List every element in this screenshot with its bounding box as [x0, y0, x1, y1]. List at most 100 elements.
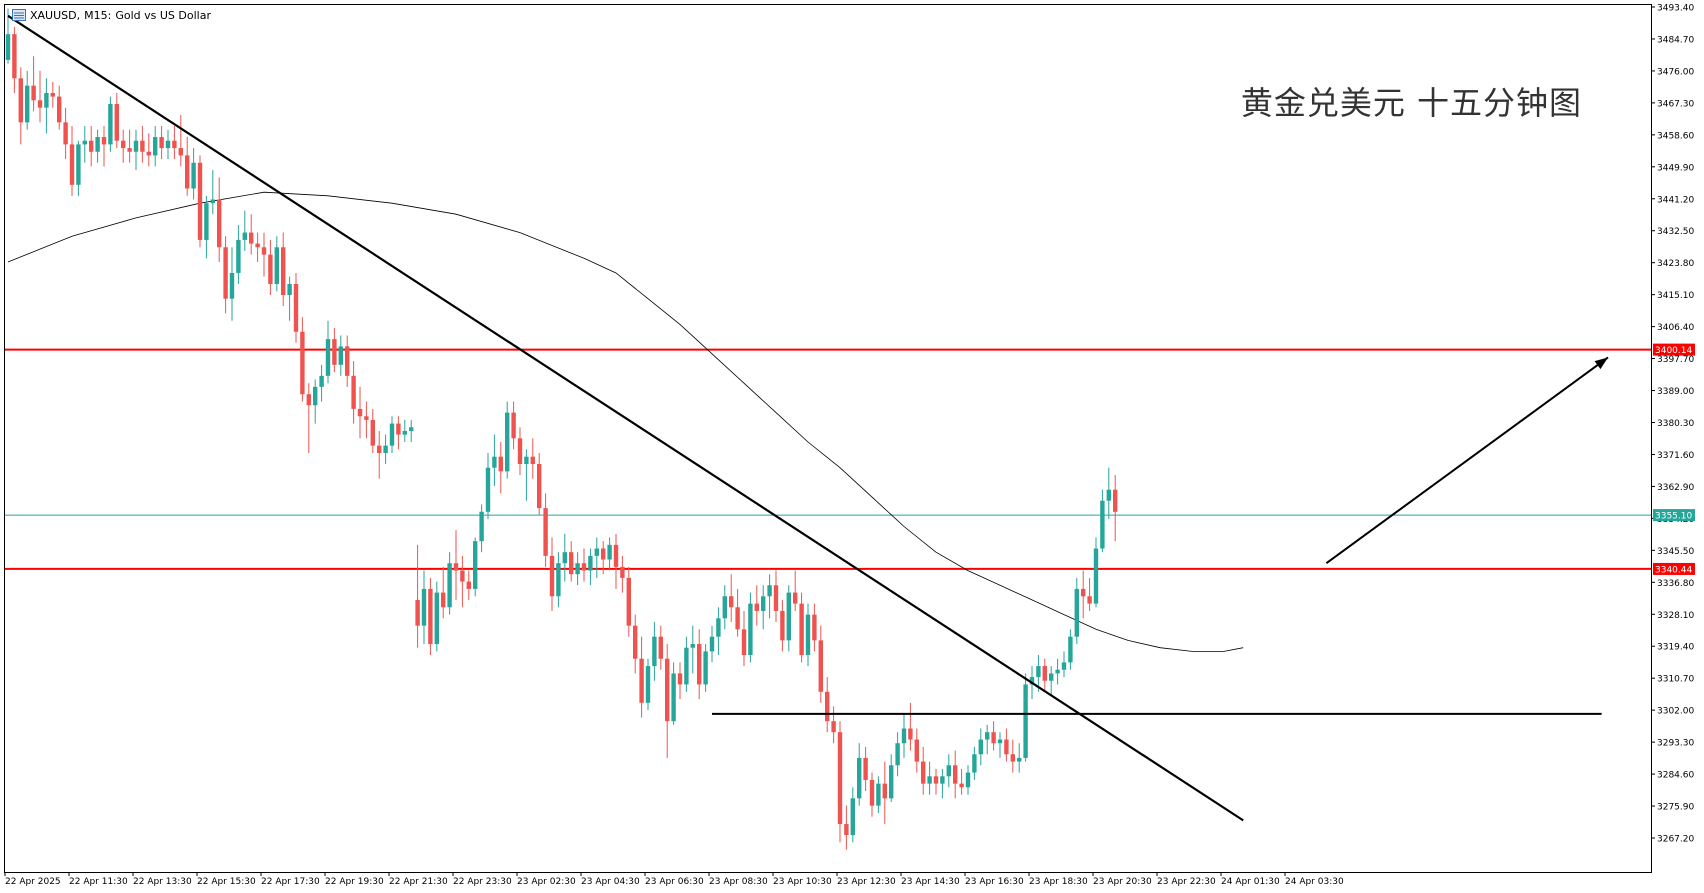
candle-body [1055, 669, 1060, 674]
candle-body [325, 339, 331, 376]
candle-body [530, 456, 535, 465]
candle [761, 585, 766, 630]
candle-body [876, 783, 881, 806]
y-tick-label: 3449.90 [1657, 163, 1694, 173]
candle [447, 552, 452, 615]
candle-body [543, 508, 548, 556]
candle [479, 504, 484, 553]
candle-body [556, 563, 561, 597]
y-tick-label: 3293.30 [1657, 739, 1694, 749]
candle-body [882, 783, 887, 799]
candle-body [946, 765, 951, 777]
candle [261, 232, 267, 277]
candle-body [863, 757, 868, 780]
x-tick-label: 23 Apr 12:30 [837, 877, 896, 887]
candle [441, 566, 446, 619]
chart-window-icon[interactable] [12, 9, 26, 21]
x-tick-label: 23 Apr 06:30 [645, 877, 704, 887]
time-axis: 22 Apr 2025 22 Apr 11:30 22 Apr 13:30 22 Ap… [4, 872, 1344, 887]
x-tick-label: 23 Apr 14:30 [901, 877, 960, 887]
x-tick-label: 23 Apr 10:30 [773, 877, 832, 887]
candle-body [780, 610, 785, 641]
candle-body [1017, 757, 1022, 762]
x-tick-label: 24 Apr 03:30 [1285, 877, 1344, 887]
candle [658, 625, 663, 670]
candle [460, 555, 465, 608]
x-tick-label: 22 Apr 2025 [5, 877, 61, 887]
price-label-text: 3400.14 [1655, 346, 1692, 356]
candle-body [524, 456, 529, 465]
candle [1081, 570, 1086, 619]
candle [581, 548, 587, 582]
price-label-box [1653, 562, 1695, 575]
candle [1042, 658, 1047, 692]
candle-body [511, 412, 516, 439]
candle [121, 129, 126, 163]
candle-body [505, 412, 510, 472]
candle-body [364, 416, 369, 420]
candle-body [492, 456, 497, 468]
candle-body [857, 757, 862, 799]
candle [780, 599, 785, 652]
candle [249, 214, 254, 255]
candle-body [18, 78, 23, 123]
candle [63, 107, 68, 160]
candle [325, 320, 331, 384]
candle [556, 552, 561, 608]
candle-body [370, 419, 375, 446]
candle-body [281, 247, 286, 296]
candle [415, 544, 420, 648]
candle-body [447, 563, 452, 608]
x-tick-label: 23 Apr 04:30 [581, 877, 640, 887]
candle [569, 541, 574, 582]
plot-frame [4, 4, 1652, 873]
candle [703, 644, 708, 692]
candle-body [383, 445, 388, 453]
x-tick-label: 23 Apr 16:30 [965, 877, 1024, 887]
candle [5, 8, 11, 64]
candle [44, 78, 49, 134]
candle [95, 129, 100, 163]
candle-body [89, 140, 94, 152]
candle [127, 129, 132, 163]
candle-body [415, 599, 420, 626]
candle-body [191, 162, 196, 189]
candle [351, 361, 356, 424]
projection-arrow-head [1594, 357, 1608, 370]
candle [146, 133, 151, 167]
candle-body [607, 544, 612, 560]
candle-body [620, 566, 625, 578]
candle-body [812, 614, 817, 641]
candle [921, 746, 926, 795]
candle [511, 401, 516, 450]
candle-body [709, 636, 715, 652]
candle [31, 56, 36, 112]
y-tick-label: 3302.00 [1657, 707, 1694, 717]
candle [338, 335, 343, 376]
candle-body [985, 732, 990, 740]
candle-body [197, 162, 203, 240]
y-tick-label: 3484.70 [1657, 35, 1694, 45]
candle [594, 537, 599, 578]
candle [178, 115, 183, 167]
y-tick-label: 3336.80 [1657, 579, 1694, 589]
candle [306, 383, 311, 453]
candle-body [377, 445, 382, 453]
y-tick-label: 3458.60 [1657, 131, 1694, 141]
candle-body [914, 739, 919, 762]
candle [857, 743, 862, 806]
candle [69, 126, 75, 196]
candle-body [434, 592, 439, 645]
symbol-description: Gold vs US Dollar [115, 8, 211, 22]
candle [421, 570, 427, 645]
candle [985, 724, 990, 755]
candle-body [229, 272, 235, 299]
candle [185, 137, 190, 196]
candle [210, 170, 215, 215]
candle-body [389, 423, 395, 446]
y-tick-label: 3362.90 [1657, 483, 1694, 493]
y-tick-label: 3267.20 [1657, 835, 1694, 845]
timeframe-label: M15: [84, 8, 112, 22]
candle [940, 768, 945, 799]
